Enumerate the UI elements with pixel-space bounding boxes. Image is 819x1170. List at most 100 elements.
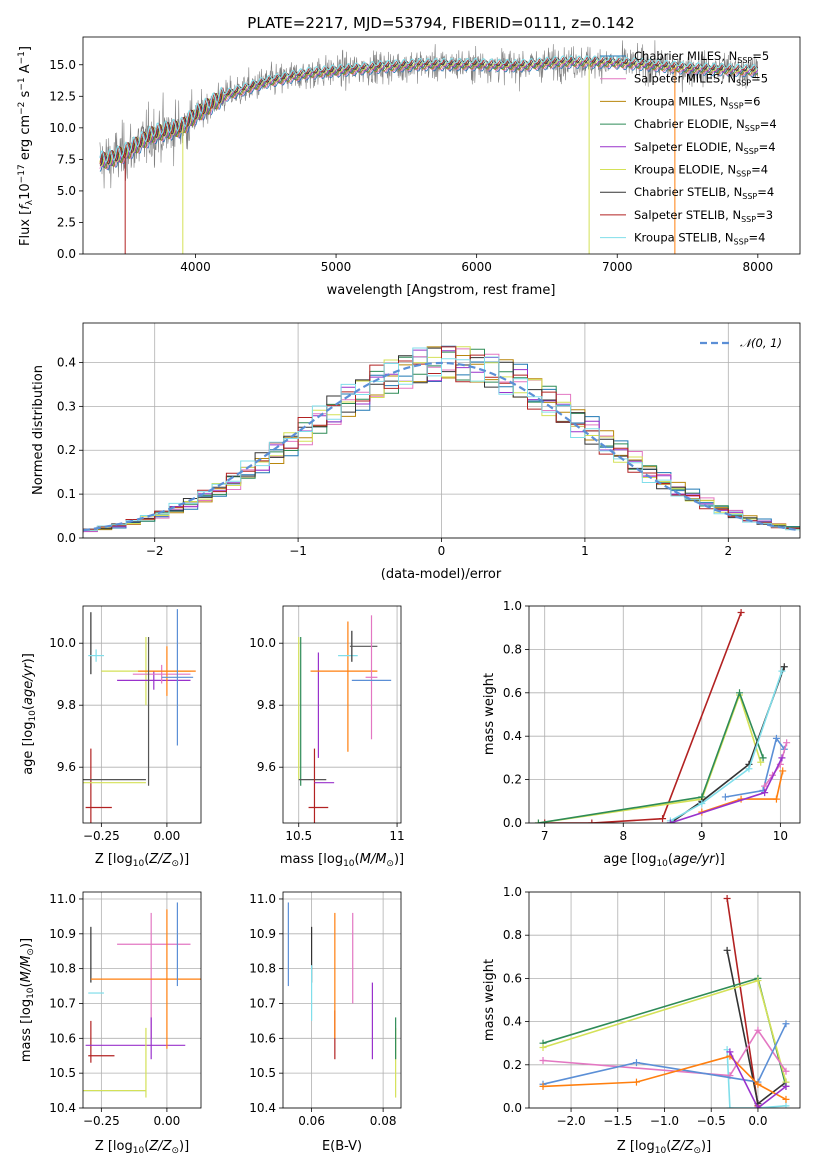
y-ticks: 0.0 2.5 5.0 7.5 10.0 12.5 15.0 xyxy=(49,58,83,261)
weight-line xyxy=(725,736,785,798)
y-tick-label: 0.3 xyxy=(57,399,76,413)
weight-marker xyxy=(723,894,731,902)
x-ticks: 0.06 0.08 xyxy=(298,1108,396,1128)
weight-line xyxy=(542,1028,787,1077)
y-tick-label: 9.6 xyxy=(57,760,76,774)
y-tick-label: 0.6 xyxy=(503,686,522,700)
y-tick-label: 0.6 xyxy=(503,971,522,985)
weight-marker xyxy=(782,1020,790,1028)
y-tick-label: 1.0 xyxy=(503,885,522,899)
y-tick-label: 0.0 xyxy=(57,531,76,545)
weight-marker xyxy=(534,819,542,823)
weight-marker xyxy=(666,819,674,823)
x-tick-label: 7000 xyxy=(602,260,633,274)
legend: Chabrier MILES, NSSP=5 Salpeter MILES, NS… xyxy=(600,49,777,247)
y-tick-label: 0.2 xyxy=(503,773,522,787)
weight-marker xyxy=(782,1067,790,1075)
weight-marker xyxy=(541,819,549,823)
x-ticks: 7 8 9 10 xyxy=(541,823,788,843)
x-tick-label: 9 xyxy=(698,829,706,843)
weight-marker xyxy=(539,1082,547,1090)
y-tick-label: 0.4 xyxy=(503,1015,522,1029)
y-axis-label: Normed distribution xyxy=(31,365,46,495)
weight-marker xyxy=(539,1044,547,1052)
y-ticks: 0.0 0.1 0.2 0.3 0.4 xyxy=(57,355,83,545)
plot-area xyxy=(534,609,791,823)
error-bar-point xyxy=(161,609,194,746)
plot-area xyxy=(83,902,201,1098)
y-tick-label: 0.1 xyxy=(57,487,76,501)
observed-spectrum xyxy=(99,40,759,189)
x-tick-label: 0.00 xyxy=(154,829,181,843)
weight-marker xyxy=(588,819,596,823)
chart-panel-3: −0.25 0.00 9.6 9.8 10.0 Z [log10(Z/Z⊙)] age [l… xyxy=(21,605,202,869)
y-tick-label: 0.0 xyxy=(57,247,76,261)
legend-label: Chabrier MILES, NSSP=5 xyxy=(634,49,769,65)
y-ticks: 0.0 0.2 0.4 0.6 0.8 1.0 xyxy=(503,599,529,830)
x-tick-label: −0.25 xyxy=(83,1114,120,1128)
weight-marker xyxy=(737,609,745,617)
x-ticks: 4000 5000 6000 7000 8000 xyxy=(180,254,773,274)
model-spectrum-line xyxy=(99,55,759,164)
weight-marker xyxy=(772,795,780,803)
x-tick-label: 0.00 xyxy=(154,1114,181,1128)
legend-label: Salpeter MILES, NSSP=5 xyxy=(634,72,768,88)
y-tick-label: 0.4 xyxy=(57,355,76,369)
weight-marker xyxy=(754,977,762,985)
legend: 𝒩(0, 1) xyxy=(700,336,782,350)
y-tick-label: 0.8 xyxy=(503,642,522,656)
y-tick-label: 10.5 xyxy=(49,1066,76,1080)
weight-marker xyxy=(772,734,780,742)
y-tick-label: 9.8 xyxy=(257,698,276,712)
weight-line xyxy=(538,690,764,823)
x-tick-label: 1 xyxy=(581,544,589,558)
chart-panel-4: 10.5 11 9.6 9.8 10.0 mass [log10(M/M⊙)] xyxy=(249,605,405,869)
x-axis-label: wavelength [Angstrom, rest frame] xyxy=(327,283,556,298)
y-tick-label: 10.0 xyxy=(249,636,276,650)
weight-marker xyxy=(780,663,788,671)
weight-marker xyxy=(754,1104,762,1108)
plot-area xyxy=(99,40,759,254)
weight-marker xyxy=(778,667,786,675)
weight-marker xyxy=(761,782,769,790)
normal-reference-curve xyxy=(83,361,800,532)
y-tick-label: 10.4 xyxy=(249,1101,276,1115)
weight-marker xyxy=(778,754,786,762)
chart-panel-7: 0.06 0.08 10.4 10.5 10.6 10.7 10.8 10.9 11.0 E(B-… xyxy=(249,891,402,1154)
weight-marker xyxy=(779,767,787,775)
weight-marker xyxy=(782,1082,790,1090)
axes-frame xyxy=(82,36,801,255)
y-tick-label: 10.8 xyxy=(49,962,76,976)
legend-label: 𝒩(0, 1) xyxy=(740,336,782,350)
weight-marker xyxy=(632,1078,640,1086)
error-bar-point xyxy=(132,664,191,684)
x-axis-label: mass [log10(M/M⊙)] xyxy=(280,852,404,869)
axes-frame xyxy=(82,891,202,1109)
y-ticks: 9.6 9.8 10.0 xyxy=(249,636,283,774)
y-axis-label: mass weight xyxy=(482,959,497,1041)
x-tick-label: −1 xyxy=(289,544,307,558)
legend-label: Salpeter ELODIE, NSSP=4 xyxy=(634,140,776,156)
x-tick-label: 2 xyxy=(724,544,732,558)
x-ticks: −0.25 0.00 xyxy=(83,823,180,843)
y-ticks: 9.6 9.8 10.0 xyxy=(49,636,83,774)
axes-frame xyxy=(282,891,402,1109)
y-tick-label: 10.9 xyxy=(249,927,276,941)
weight-line xyxy=(726,1049,787,1108)
weight-marker xyxy=(754,1080,762,1088)
x-tick-label: 10 xyxy=(773,829,788,843)
weight-line xyxy=(542,1023,787,1085)
y-tick-label: 2.5 xyxy=(57,215,76,229)
weight-marker xyxy=(736,689,744,697)
model-spectrum-line xyxy=(99,57,759,167)
y-tick-label: 10.7 xyxy=(49,996,76,1010)
y-tick-label: 10.8 xyxy=(249,962,276,976)
plot-area xyxy=(83,345,800,534)
weight-marker xyxy=(782,1102,790,1108)
histogram-step xyxy=(83,347,800,532)
weight-marker xyxy=(782,1095,790,1103)
weight-line xyxy=(670,670,783,822)
x-axis-label: Z [log10(Z/Z⊙)] xyxy=(95,852,189,869)
legend-label: Salpeter STELIB, NSSP=3 xyxy=(634,208,773,224)
